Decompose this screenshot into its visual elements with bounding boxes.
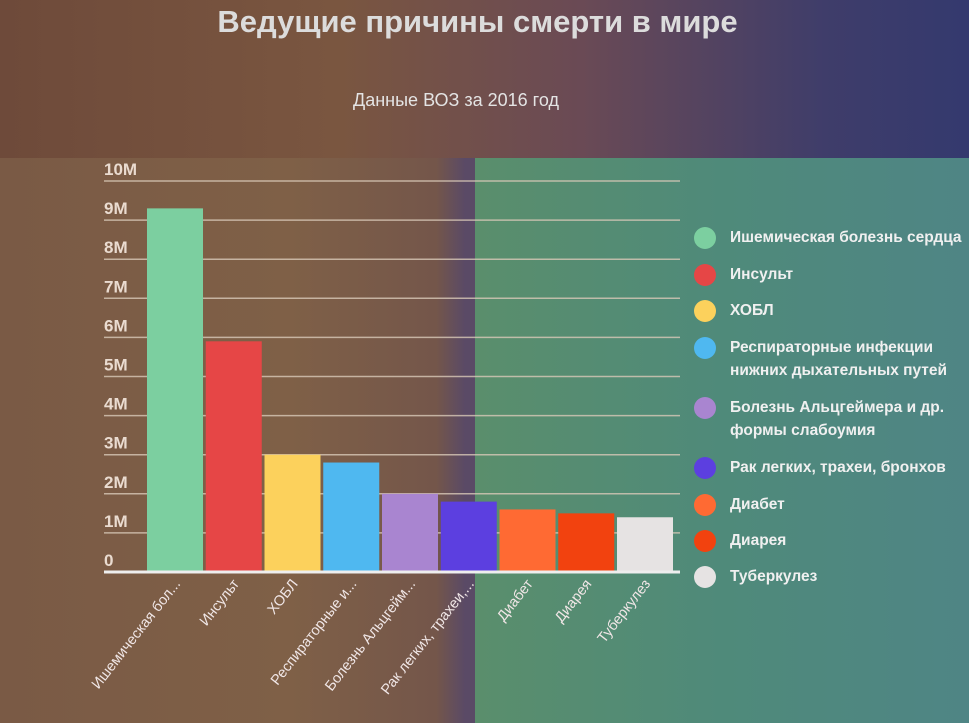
y-tick-label: 4M bbox=[104, 395, 128, 414]
legend-label: Респираторные инфекции нижних дыхательны… bbox=[730, 339, 948, 379]
x-tick-label: Диабет bbox=[494, 576, 537, 624]
y-tick-label: 2M bbox=[104, 473, 128, 492]
y-tick-label: 9M bbox=[104, 199, 128, 218]
bar-9 bbox=[617, 517, 673, 572]
y-tick-label: 7M bbox=[104, 277, 128, 296]
legend-item[interactable]: Болезнь Альцгеймера и др. формы слабоуми… bbox=[694, 396, 964, 442]
y-tick-label: 5M bbox=[104, 356, 128, 375]
bar-8 bbox=[558, 513, 615, 572]
legend-item[interactable]: Ишемическая болезнь сердца bbox=[694, 226, 964, 249]
legend-swatch bbox=[694, 300, 716, 322]
y-tick-label: 0 bbox=[104, 551, 113, 570]
legend-item[interactable]: Диарея bbox=[694, 529, 964, 552]
legend-item[interactable]: Диабет bbox=[694, 493, 964, 516]
bar-7 bbox=[499, 509, 556, 572]
legend-item[interactable]: Инсульт bbox=[694, 263, 964, 286]
legend-label: Диарея bbox=[730, 532, 787, 549]
legend-item[interactable]: Туберкулез bbox=[694, 565, 964, 588]
x-tick-label: ХОБЛ bbox=[265, 577, 302, 618]
y-tick-label: 8M bbox=[104, 238, 128, 257]
y-tick-label: 3M bbox=[104, 434, 128, 453]
legend-swatch bbox=[694, 264, 716, 286]
y-tick-label: 1M bbox=[104, 512, 128, 531]
bar-6 bbox=[440, 501, 497, 572]
x-tick-label: Ишемическая бол... bbox=[89, 577, 184, 693]
x-tick-label: Туберкулез bbox=[595, 576, 655, 646]
x-tick-label: Диарея bbox=[552, 577, 595, 626]
legend-swatch bbox=[694, 457, 716, 479]
chart-subtitle: Данные ВОЗ за 2016 год bbox=[353, 90, 559, 110]
y-tick-label: 10M bbox=[104, 160, 137, 179]
bar-2 bbox=[205, 341, 262, 572]
legend-label: Инсульт bbox=[730, 266, 794, 283]
y-tick-label: 6M bbox=[104, 316, 128, 335]
legend-swatch bbox=[694, 337, 716, 359]
background-teal-band bbox=[475, 158, 969, 723]
legend-label: Рак легких, трахеи, бронхов bbox=[730, 459, 946, 476]
bar-4 bbox=[323, 462, 380, 572]
legend-item[interactable]: ХОБЛ bbox=[694, 299, 964, 322]
legend: Ишемическая болезнь сердца Инсульт ХОБЛ Рес… bbox=[694, 226, 964, 588]
legend-swatch bbox=[694, 566, 716, 588]
legend-item[interactable]: Рак легких, трахеи, бронхов bbox=[694, 456, 964, 479]
bar-5 bbox=[382, 493, 438, 572]
legend-swatch bbox=[694, 530, 716, 552]
legend-item[interactable]: Респираторные инфекции нижних дыхательны… bbox=[694, 336, 964, 382]
bar-3 bbox=[264, 454, 321, 572]
bar-1 bbox=[147, 208, 203, 572]
legend-label: Болезнь Альцгеймера и др. формы слабоуми… bbox=[730, 399, 945, 439]
legend-swatch bbox=[694, 227, 716, 249]
legend-swatch bbox=[694, 397, 716, 419]
legend-label: Туберкулез bbox=[730, 568, 818, 585]
legend-label: Диабет bbox=[730, 496, 785, 513]
chart-title: Ведущие причины смерти в мире bbox=[217, 4, 738, 39]
legend-label: ХОБЛ bbox=[730, 302, 774, 319]
legend-swatch bbox=[694, 494, 716, 516]
x-tick-label: Инсульт bbox=[197, 576, 243, 629]
legend-label: Ишемическая болезнь сердца bbox=[730, 229, 962, 246]
